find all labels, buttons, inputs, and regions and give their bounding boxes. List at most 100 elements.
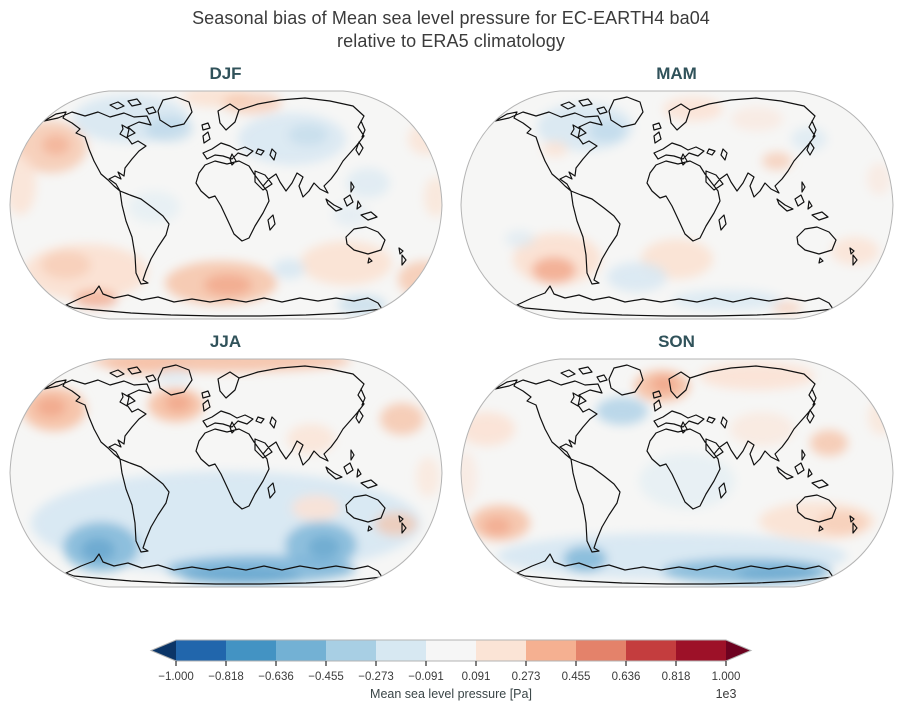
anomaly-blob xyxy=(866,163,891,196)
panel-title-mam: MAM xyxy=(656,64,697,84)
anomaly-blob xyxy=(790,127,827,152)
figure-title-line1: Seasonal bias of Mean sea level pressure… xyxy=(192,8,710,28)
anomaly-blob xyxy=(180,567,301,586)
anomaly-blob xyxy=(415,457,440,498)
colorbar-segment xyxy=(526,640,576,662)
anomaly-blob xyxy=(164,394,191,413)
map-son xyxy=(457,355,897,591)
anomaly-blob xyxy=(460,451,477,504)
anomaly-blob xyxy=(73,290,118,309)
colorbar-segment xyxy=(326,640,376,662)
colorbar-tick-label: 0.818 xyxy=(662,671,691,683)
anomaly-blob xyxy=(379,403,424,436)
colorbar-tick-label: 1.000 xyxy=(712,671,741,683)
colorbar-segment xyxy=(626,640,676,662)
colorbar-segment xyxy=(226,640,276,662)
colorbar-tick-label: −0.636 xyxy=(258,671,294,683)
anomaly-blob xyxy=(606,262,667,293)
panel-title-son: SON xyxy=(658,332,695,352)
map-outline xyxy=(8,90,443,320)
anomaly-blob xyxy=(155,369,192,386)
colorbar-area: −1.000 −0.818 −0.636 −0.455 −0.273 −0.091 0.09… xyxy=(0,638,902,702)
anomaly-blob xyxy=(771,302,802,315)
colorbar-extend-low xyxy=(151,640,176,662)
world-map-son xyxy=(459,358,894,588)
colorbar-extend-high xyxy=(726,640,751,662)
anomaly-blob xyxy=(287,124,328,147)
anomaly-blob xyxy=(41,135,70,156)
colorbar: −1.000 −0.818 −0.636 −0.455 −0.273 −0.091 0.09… xyxy=(148,638,754,702)
coastlines xyxy=(42,96,407,317)
colorbar-tick-label: −0.818 xyxy=(208,671,244,683)
anomaly-blob xyxy=(504,230,535,249)
anomaly-blob xyxy=(203,274,252,297)
anomaly-blob xyxy=(541,141,568,158)
coastlines xyxy=(493,96,858,317)
colorbar-segment xyxy=(376,640,426,662)
colorbar-segment xyxy=(676,640,726,662)
anomaly-blob xyxy=(80,538,115,563)
anomaly-blob xyxy=(144,116,193,143)
world-map-mam xyxy=(459,90,894,320)
colorbar-tick-label: 0.273 xyxy=(512,671,541,683)
anomaly-blob xyxy=(407,123,442,156)
anomaly-blob xyxy=(595,397,648,426)
world-map-djf xyxy=(8,90,443,320)
colorbar-tick-label: 0.091 xyxy=(462,671,491,683)
anomaly-blob xyxy=(460,412,515,447)
anomaly-blob xyxy=(374,512,417,537)
anomaly-blob xyxy=(307,536,340,559)
anomaly-blob xyxy=(531,257,576,284)
map-panel-jja: JJA xyxy=(0,323,451,591)
colorbar-segment xyxy=(426,640,476,662)
map-djf xyxy=(6,87,446,323)
coastlines xyxy=(42,364,407,585)
map-mam xyxy=(457,87,897,323)
anomaly-blob xyxy=(562,546,607,573)
colorbar-segment xyxy=(476,640,526,662)
anomaly-blob xyxy=(482,517,511,536)
panel-title-jja: JJA xyxy=(209,332,242,352)
map-outline xyxy=(459,358,894,588)
anomaly-field xyxy=(9,91,442,316)
map-panel-son: SON xyxy=(451,323,902,591)
map-outline xyxy=(8,358,443,588)
map-panel-mam: MAM xyxy=(451,55,902,323)
figure-title: Seasonal bias of Mean sea level pressure… xyxy=(0,7,902,53)
anomaly-blob xyxy=(272,259,305,280)
anomaly-blob xyxy=(730,107,783,132)
colorbar-tick-label: −0.091 xyxy=(408,671,444,683)
colorbar-tick-label: −1.000 xyxy=(158,671,194,683)
anomaly-blob xyxy=(345,168,390,199)
anomaly-blob xyxy=(830,237,879,266)
anomaly-blob xyxy=(299,241,392,286)
anomaly-blob xyxy=(286,424,335,455)
anomaly-blob xyxy=(40,251,91,280)
anomaly-field xyxy=(504,97,891,315)
map-panel-djf: DJF xyxy=(0,55,451,323)
colorbar-segment xyxy=(276,640,326,662)
colorbar-svg: −1.000 −0.818 −0.636 −0.455 −0.273 −0.091 0.09… xyxy=(149,639,753,701)
anomaly-blob xyxy=(761,152,792,171)
anomaly-blob xyxy=(35,397,66,418)
colorbar-tick-label: −0.455 xyxy=(308,671,344,683)
colorbar-segment xyxy=(576,640,626,662)
colorbar-tick-label: −0.273 xyxy=(358,671,394,683)
colorbar-segment xyxy=(176,640,226,662)
anomaly-blob xyxy=(671,290,782,311)
world-map-jja xyxy=(8,358,443,588)
anomaly-blob xyxy=(638,453,735,510)
colorbar-tick-label: 0.636 xyxy=(612,671,641,683)
colorbar-multiplier: 1e3 xyxy=(716,687,737,701)
anomaly-blob xyxy=(736,566,821,583)
colorbar-tick-label: 0.455 xyxy=(562,671,591,683)
anomaly-blob xyxy=(423,177,442,218)
anomaly-blob xyxy=(221,92,282,115)
anomaly-blob xyxy=(809,430,848,457)
coastlines xyxy=(493,364,858,585)
map-jja xyxy=(6,355,446,591)
anomaly-blob xyxy=(588,120,625,143)
map-outline xyxy=(459,90,894,320)
figure-title-line2: relative to ERA5 climatology xyxy=(337,31,565,52)
